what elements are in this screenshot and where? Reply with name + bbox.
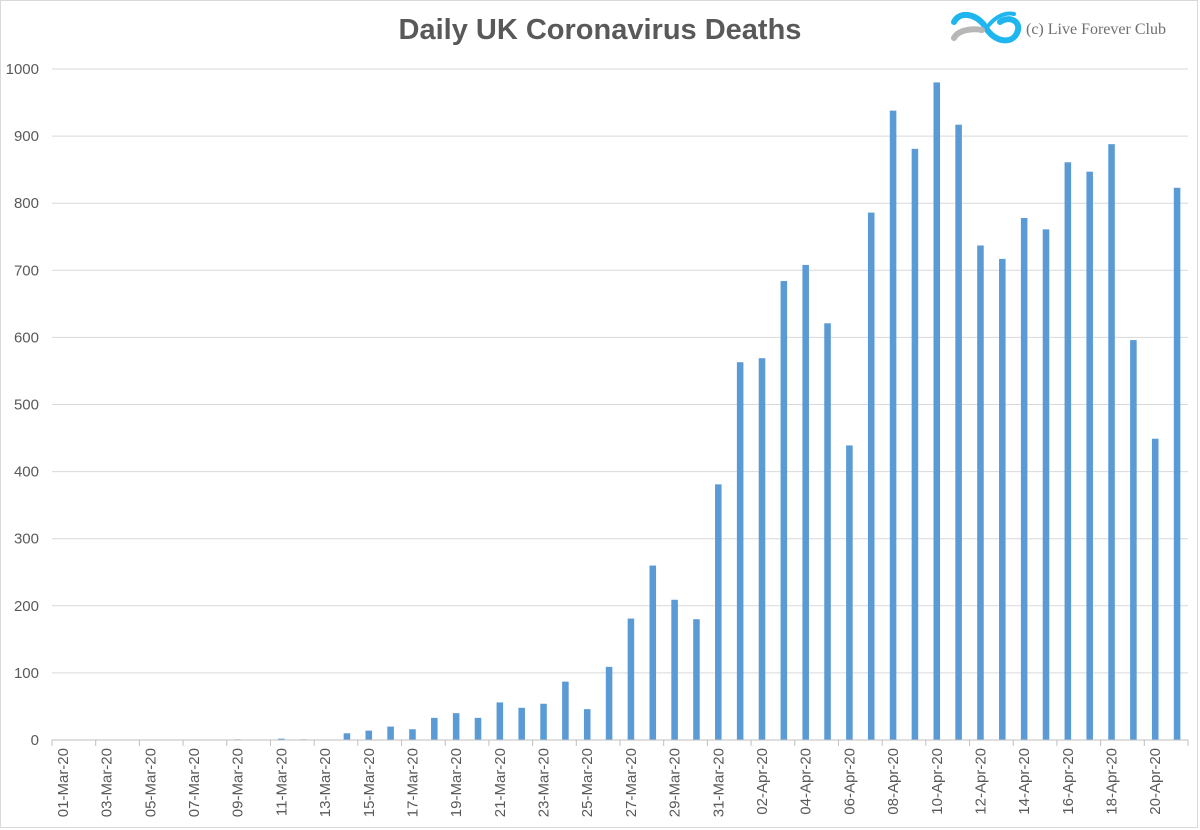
bar-20-Mar-20 — [474, 717, 482, 740]
x-tick-label: 19-Mar-20 — [448, 748, 465, 817]
watermark: (c) Live Forever Club — [946, 6, 1196, 50]
x-tick-label: 13-Mar-20 — [317, 748, 334, 817]
x-tick-label: 27-Mar-20 — [623, 748, 640, 817]
x-tick-label: 08-Apr-20 — [885, 748, 902, 815]
x-tick-label: 20-Apr-20 — [1147, 748, 1164, 815]
bar-05-Apr-20 — [824, 323, 831, 740]
bar-07-Apr-20 — [867, 212, 875, 740]
bar-16-Apr-20 — [1064, 162, 1072, 741]
x-axis — [51, 739, 1189, 746]
bar-25-Mar-20 — [583, 709, 591, 740]
bar-14-Mar-20 — [343, 733, 351, 740]
x-tick-label: 15-Mar-20 — [361, 748, 378, 817]
bar-04-Apr-20 — [802, 264, 809, 740]
bar-13-Apr-20 — [999, 258, 1006, 740]
x-tick-label: 25-Mar-20 — [579, 748, 596, 817]
x-tick-label: 07-Mar-20 — [186, 748, 203, 817]
bar-17-Mar-20 — [409, 729, 416, 740]
x-tick-label: 11-Mar-20 — [273, 748, 290, 816]
bar-19-Apr-20 — [1130, 340, 1137, 740]
x-tick-label: 17-Mar-20 — [404, 748, 421, 817]
bar-15-Apr-20 — [1042, 229, 1050, 740]
bar-14-Apr-20 — [1020, 217, 1028, 740]
x-tick-label: 29-Mar-20 — [667, 748, 684, 817]
gridlines — [52, 68, 1188, 674]
x-tick-label: 31-Mar-20 — [710, 748, 727, 817]
bar-27-Mar-20 — [627, 618, 635, 740]
bar-29-Mar-20 — [671, 599, 678, 740]
x-tick-label: 16-Apr-20 — [1060, 748, 1077, 815]
x-tick-label: 10-Apr-20 — [929, 748, 946, 815]
bar-18-Mar-20 — [431, 717, 438, 740]
bar-19-Mar-20 — [452, 713, 460, 740]
y-axis-tick-labels: 0 100 200 300 400 500 600 700 800 900 1000 — [6, 61, 39, 749]
bar-10-Apr-20 — [933, 82, 941, 741]
x-tick-label: 02-Apr-20 — [754, 748, 771, 815]
bar-01-Apr-20 — [736, 362, 744, 740]
bar-21-Apr-20 — [1173, 187, 1181, 741]
x-axis-tick-labels: 01-Mar-20 03-Mar-20 05-Mar-20 07-Mar-20 09-M… — [55, 748, 1164, 817]
y-tick-label: 700 — [14, 262, 39, 279]
bar-26-Mar-20 — [605, 666, 613, 740]
x-tick-label: 05-Mar-20 — [142, 748, 159, 817]
bar-15-Mar-20 — [365, 730, 373, 740]
bar-23-Mar-20 — [540, 703, 547, 740]
y-tick-label: 800 — [14, 195, 39, 212]
bar-03-Apr-20 — [780, 281, 788, 740]
x-tick-label: 23-Mar-20 — [536, 748, 553, 817]
bar-12-Apr-20 — [977, 245, 984, 740]
bar-17-Apr-20 — [1086, 171, 1093, 741]
bar-06-Apr-20 — [846, 445, 853, 740]
bar-02-Apr-20 — [758, 358, 766, 740]
x-tick-label: 01-Mar-20 — [55, 748, 72, 817]
y-tick-label: 900 — [14, 128, 39, 145]
bar-11-Apr-20 — [955, 124, 962, 741]
bar-18-Apr-20 — [1108, 144, 1115, 741]
bar-30-Mar-20 — [693, 619, 700, 740]
y-tick-label: 0 — [31, 732, 39, 749]
y-tick-label: 500 — [14, 397, 39, 414]
y-tick-label: 600 — [14, 329, 39, 346]
bar-16-Mar-20 — [387, 726, 394, 740]
bar-21-Mar-20 — [496, 702, 504, 740]
bar-09-Apr-20 — [911, 148, 919, 740]
bar-08-Apr-20 — [889, 110, 897, 741]
bars — [234, 82, 1181, 741]
bar-24-Mar-20 — [562, 681, 569, 740]
y-tick-label: 300 — [14, 531, 39, 548]
y-tick-label: 400 — [14, 464, 39, 481]
bar-20-Apr-20 — [1151, 438, 1159, 740]
bar-28-Mar-20 — [649, 565, 657, 740]
y-tick-label: 100 — [14, 665, 39, 682]
bar-22-Mar-20 — [518, 707, 525, 740]
chart-title: Daily UK Coronavirus Deaths — [398, 14, 802, 46]
x-tick-label: 04-Apr-20 — [798, 748, 815, 815]
y-tick-label: 200 — [14, 598, 39, 615]
bar-31-Mar-20 — [715, 484, 722, 740]
watermark-text: (c) Live Forever Club — [1026, 21, 1166, 38]
x-tick-label: 06-Apr-20 — [841, 748, 858, 815]
x-tick-label: 14-Apr-20 — [1016, 748, 1033, 815]
x-tick-label: 03-Mar-20 — [99, 748, 116, 817]
x-tick-label: 18-Apr-20 — [1104, 748, 1121, 815]
x-tick-label: 09-Mar-20 — [230, 748, 247, 817]
bar-11-Mar-20 — [278, 738, 285, 740]
x-tick-label: 12-Apr-20 — [972, 748, 989, 815]
x-tick-label: 21-Mar-20 — [492, 748, 509, 817]
y-tick-label: 1000 — [6, 61, 39, 78]
infinity-swoosh-logo-icon — [951, 11, 1022, 44]
